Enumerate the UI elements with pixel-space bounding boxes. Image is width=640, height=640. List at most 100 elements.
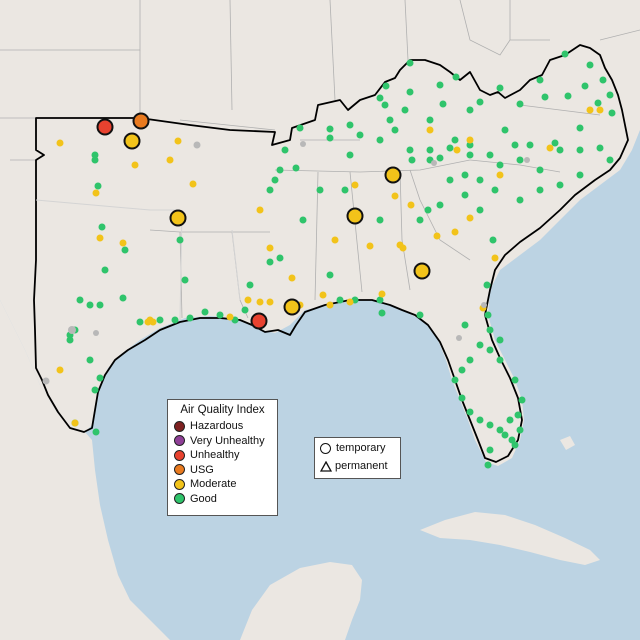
good-monitor-dot xyxy=(439,100,447,108)
good-monitor-dot xyxy=(491,186,499,194)
good-monitor-dot xyxy=(376,136,384,144)
good-monitor-dot xyxy=(576,171,584,179)
good-monitor-dot xyxy=(326,134,334,142)
moderate-monitor-dot xyxy=(466,136,474,144)
good-monitor-dot xyxy=(466,408,474,416)
good-monitor-dot xyxy=(296,124,304,132)
good-monitor-dot xyxy=(476,176,484,184)
state-lines xyxy=(0,0,640,319)
good-monitor-dot xyxy=(484,461,492,469)
good-monitor-dot xyxy=(551,139,559,147)
good-monitor-dot xyxy=(346,121,354,129)
moderate-monitor-dot xyxy=(149,318,157,326)
good-monitor-dot xyxy=(511,141,519,149)
legend-label: permanent xyxy=(335,460,388,472)
moderate-monitor-dot xyxy=(166,156,174,164)
good-monitor-dot xyxy=(271,176,279,184)
good-monitor-dot xyxy=(426,146,434,154)
good-monitor-dot xyxy=(382,82,390,90)
moderate-swatch xyxy=(174,478,185,490)
region-state-lines xyxy=(35,199,241,321)
good-monitor-dot xyxy=(506,416,514,424)
good-monitor-dot xyxy=(76,296,84,304)
good-monitor-dot xyxy=(451,376,459,384)
moderate-monitor-dot xyxy=(56,366,64,374)
good-monitor-dot xyxy=(501,126,509,134)
good-monitor-dot xyxy=(119,294,127,302)
good-monitor-dot xyxy=(536,186,544,194)
moderate-monitor-dot xyxy=(451,228,459,236)
good-monitor-dot xyxy=(391,126,399,134)
good-monitor-dot xyxy=(518,396,526,404)
good-monitor-dot xyxy=(576,146,584,154)
moderate-monitor-dot xyxy=(366,242,374,250)
good-monitor-dot xyxy=(466,141,474,149)
good-monitor-dot xyxy=(486,446,494,454)
circle-icon xyxy=(320,442,331,454)
monitor-unhealthy xyxy=(96,118,114,136)
good-monitor-dot xyxy=(606,156,614,164)
moderate-monitor-dot xyxy=(331,236,339,244)
good-monitor-dot xyxy=(281,146,289,154)
good-monitor-dot xyxy=(458,366,466,374)
legend-item-moderate: Moderate xyxy=(168,477,277,492)
good-monitors xyxy=(66,50,616,469)
moderate-monitor-dot xyxy=(119,239,127,247)
us-land xyxy=(0,0,640,466)
good-monitor-dot xyxy=(483,281,491,289)
unhealthy-swatch xyxy=(174,449,185,461)
region-outline xyxy=(33,44,629,463)
good-monitor-dot xyxy=(246,281,254,289)
good-monitor-dot xyxy=(276,254,284,262)
good-monitor-dot xyxy=(586,61,594,69)
good-monitor-dot xyxy=(511,376,519,384)
legend-item-permanent: permanent xyxy=(315,458,400,474)
good-monitor-dot xyxy=(484,311,492,319)
moderate-monitor-dot xyxy=(131,161,139,169)
good-monitor-dot xyxy=(91,151,99,159)
good-monitor-dot xyxy=(496,426,504,434)
good-monitor-dot xyxy=(556,181,564,189)
moderate-monitor-dot xyxy=(466,214,474,222)
good-monitor-dot xyxy=(516,426,524,434)
moderate-monitor-dot xyxy=(71,419,79,427)
good-monitor-dot xyxy=(501,431,509,439)
nodata-monitors xyxy=(42,141,530,385)
good-monitor-dot xyxy=(336,296,344,304)
legend-item-unhealthy: Unhealthy xyxy=(168,448,277,463)
good-monitor-dot xyxy=(446,176,454,184)
good-monitor-dot xyxy=(536,76,544,84)
good-monitor-dot xyxy=(66,336,74,344)
good-monitor-dot xyxy=(91,386,99,394)
monitor-type-legend: temporary permanent xyxy=(314,437,401,479)
monitor-moderate xyxy=(384,166,402,184)
good-monitor-dot xyxy=(476,341,484,349)
good-monitor-dot xyxy=(496,336,504,344)
moderate-monitor-dot xyxy=(189,180,197,188)
good-monitor-dot xyxy=(92,428,100,436)
good-monitor-dot xyxy=(101,266,109,274)
good-monitor-dot xyxy=(356,131,364,139)
good-monitor-dot xyxy=(276,166,284,174)
good-monitor-dot xyxy=(436,154,444,162)
good-monitor-dot xyxy=(406,59,414,67)
good-monitor-dot xyxy=(316,186,324,194)
good-monitor-dot xyxy=(446,144,454,152)
good-monitor-dot xyxy=(401,106,409,114)
good-monitor-dot xyxy=(292,164,300,172)
moderate-monitor-dot xyxy=(491,254,499,262)
good-monitor-dot xyxy=(426,116,434,124)
moderate-monitor-dot xyxy=(433,232,441,240)
good-monitor-dot xyxy=(96,301,104,309)
good-monitor-dot xyxy=(599,76,607,84)
good-monitor-dot xyxy=(486,421,494,429)
good-monitor-dot xyxy=(91,156,99,164)
yucatan-land xyxy=(240,562,362,640)
good-monitor-dot xyxy=(436,201,444,209)
good-monitor-dot xyxy=(299,216,307,224)
good-monitor-dot xyxy=(94,182,102,190)
good-monitor-dot xyxy=(536,166,544,174)
legend-item-usg: USG xyxy=(168,463,277,478)
good-monitor-dot xyxy=(341,186,349,194)
good-monitor-dot xyxy=(466,151,474,159)
